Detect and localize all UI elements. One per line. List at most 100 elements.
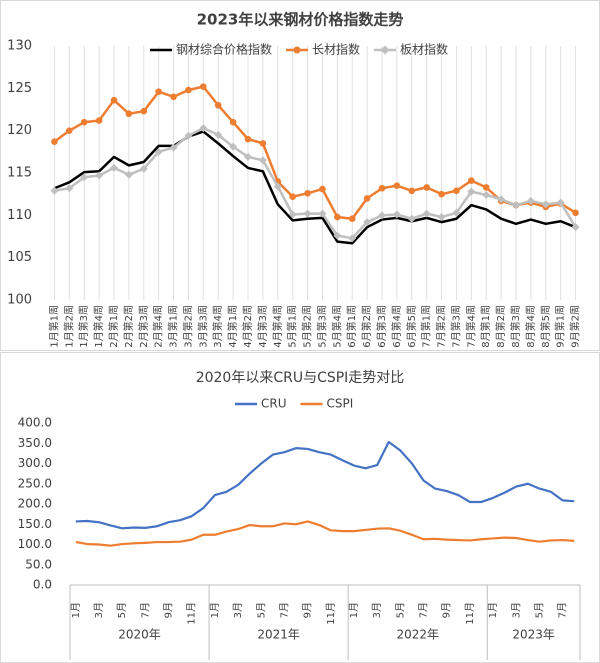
x-tick-label: 4月第1周 — [226, 305, 239, 348]
y-tick-label: 250.0 — [18, 476, 52, 490]
group-label: 2023年 — [512, 628, 555, 642]
point — [453, 187, 460, 195]
x-tick-label: 9月 — [163, 602, 175, 618]
x-tick-label: 11月 — [186, 602, 198, 625]
point — [497, 195, 506, 204]
legend-label: 钢材综合价格指数 — [176, 42, 272, 57]
point — [571, 223, 580, 232]
x-tick-label: 5月第2周 — [301, 305, 314, 348]
point — [170, 93, 177, 101]
point — [140, 107, 148, 115]
x-tick-label: 5月 — [394, 602, 406, 618]
x-tick-label: 6月第1周 — [345, 305, 358, 348]
x-tick-label: 7月 — [139, 602, 151, 618]
x-tick-label: 7月第2周 — [435, 305, 448, 348]
group-label: 2021年 — [257, 628, 300, 642]
point — [319, 185, 326, 193]
point — [214, 130, 223, 139]
point — [392, 210, 401, 219]
y-tick-label: 150.0 — [18, 517, 52, 531]
x-tick-label: 2月第3周 — [137, 305, 150, 348]
y-tick-label: 130 — [7, 39, 32, 54]
point — [572, 209, 579, 217]
x-tick-label: 5月第3周 — [315, 305, 328, 348]
x-tick-label: 1月第3周 — [77, 305, 90, 348]
point — [438, 190, 445, 198]
point — [155, 88, 162, 96]
point — [408, 187, 416, 195]
legend-marker — [380, 45, 390, 55]
x-tick-label: 6月第4周 — [390, 305, 403, 348]
x-tick-label: 6月第2周 — [360, 305, 373, 348]
point — [468, 177, 475, 184]
x-tick-label: 2月第4周 — [152, 305, 165, 348]
x-tick-label: 1月第2周 — [62, 305, 75, 348]
point — [482, 191, 491, 200]
x-tick-label: 9月 — [302, 602, 314, 618]
x-tick-label: 9月 — [441, 602, 453, 618]
point — [184, 131, 193, 140]
legend-label: 长材指数 — [312, 42, 360, 57]
point — [378, 211, 386, 220]
point — [154, 147, 163, 156]
y-tick-label: 400.0 — [18, 416, 52, 430]
point — [437, 213, 446, 222]
y-tick-label: 105 — [7, 250, 32, 265]
point — [185, 86, 192, 94]
point — [378, 184, 386, 192]
x-tick-label: 5月 — [116, 602, 128, 618]
x-tick-label: 3月 — [510, 602, 522, 618]
x-tick-label: 1月第4周 — [92, 305, 105, 348]
x-tick-label: 7月 — [418, 602, 430, 618]
point — [124, 170, 133, 179]
y-tick-label: 100.0 — [18, 537, 52, 551]
x-tick-label: 1月 — [348, 602, 360, 618]
x-tick-label: 1月第1周 — [47, 305, 60, 348]
series-line — [54, 126, 577, 240]
x-tick-label: 8月第5周 — [539, 305, 552, 348]
point — [244, 152, 252, 161]
x-tick-label: 9月第2周 — [569, 305, 582, 348]
y-tick-label: 350.0 — [18, 436, 52, 450]
x-tick-label: 4月第3周 — [256, 305, 269, 348]
x-tick-label: 3月 — [371, 602, 383, 618]
legend-label: CSPI — [327, 397, 354, 411]
x-tick-label: 1月 — [487, 602, 499, 618]
point — [259, 140, 267, 147]
x-tick-label: 3月第3周 — [196, 305, 209, 348]
x-tick-label: 2月第2周 — [122, 305, 135, 348]
chart-title: 2023年以来钢材价格指数走势 — [197, 11, 404, 29]
point — [303, 209, 312, 218]
point — [452, 208, 461, 217]
point — [199, 124, 208, 133]
group-label: 2022年 — [396, 628, 439, 642]
x-tick-label: 5月第1周 — [286, 305, 299, 348]
legend-label: CRU — [261, 397, 287, 411]
x-tick-label: 7月 — [557, 602, 569, 618]
point — [80, 118, 88, 126]
x-tick-label: 8月第1周 — [479, 305, 492, 348]
point — [258, 156, 267, 165]
y-tick-label: 120 — [7, 123, 32, 138]
x-tick-label: 8月第4周 — [524, 305, 537, 348]
point — [512, 201, 520, 210]
y-tick-label: 300.0 — [18, 456, 52, 470]
x-tick-label: 3月第4周 — [211, 305, 224, 348]
point — [110, 96, 118, 104]
point — [244, 135, 252, 143]
x-tick-label: 11月 — [325, 602, 337, 625]
x-tick-label: 7月第3周 — [449, 305, 462, 348]
group-label: 2020年 — [118, 628, 161, 642]
x-tick-label: 7月 — [278, 602, 290, 618]
point — [51, 138, 58, 145]
point — [95, 171, 104, 180]
series-line — [53, 130, 577, 245]
y-tick-label: 0.0 — [33, 578, 52, 592]
y-tick-label: 110 — [7, 208, 32, 223]
point — [482, 184, 490, 191]
x-tick-label: 7月第4周 — [464, 305, 477, 348]
point — [541, 200, 550, 209]
x-tick-label: 3月第2周 — [181, 305, 194, 348]
y-tick-label: 125 — [7, 81, 32, 96]
point — [334, 213, 341, 221]
